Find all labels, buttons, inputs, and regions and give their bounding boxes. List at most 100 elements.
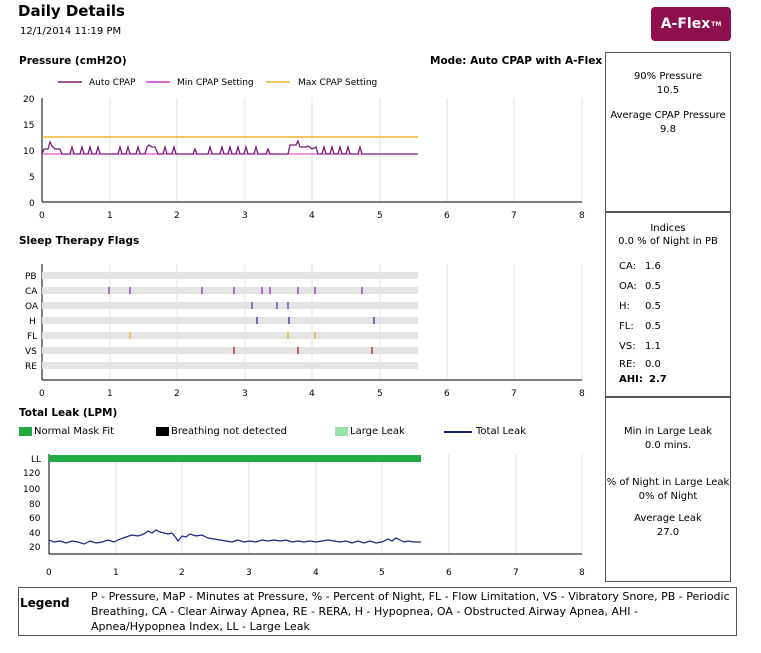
- p90-value: 10.5: [656, 85, 680, 96]
- leak-y-tick: 120: [23, 469, 40, 479]
- index-label: OA:: [619, 281, 637, 292]
- index-row-h: H: 0.5: [619, 301, 730, 321]
- avg-leak-label: Average Leak: [634, 513, 702, 524]
- leak-x-tick: 3: [246, 568, 252, 578]
- leak-x-tick: 4: [313, 568, 319, 578]
- total-leak-swatch: [444, 430, 472, 433]
- h-events: [256, 317, 375, 324]
- pb-percent: 0.0 % of Night in PB: [618, 236, 718, 247]
- auto-cpap-trace: [41, 139, 418, 155]
- pressure-y-tick: 5: [29, 173, 35, 183]
- indices-panel: Indices 0.0 % of Night in PB CA: 1.6 OA: 0…: [605, 212, 731, 397]
- flags-x-tick: 2: [174, 389, 180, 399]
- logo-tm: TM: [711, 20, 722, 28]
- legend-breathing-not-detected: Breathing not detected: [156, 426, 287, 437]
- pct-large-leak-value: 0% of Night: [638, 491, 698, 502]
- legend-title: Legend: [20, 596, 70, 610]
- p90-label: 90% Pressure: [633, 71, 703, 82]
- indices-label: Indices: [650, 223, 686, 234]
- logo-text: A-Flex: [660, 16, 711, 32]
- legend-total-leak: Total Leak: [444, 426, 526, 437]
- legend-max-label: Max CPAP Setting: [298, 78, 377, 88]
- pressure-x-tick: 5: [377, 211, 383, 221]
- flag-row-label: CA: [25, 287, 38, 297]
- pressure-x-tick: 8: [579, 211, 585, 221]
- session-datetime: 12/1/2014 11:19 PM: [20, 26, 122, 37]
- mode-label: Mode: Auto CPAP with A-Flex: [430, 55, 603, 67]
- flags-x-tick: 3: [242, 389, 248, 399]
- index-label: RE:: [619, 359, 636, 370]
- page-title: Daily Details: [18, 2, 125, 20]
- leak-gridlines: [115, 454, 583, 554]
- index-label: VS:: [619, 341, 636, 352]
- flag-row-label: FL: [27, 332, 37, 342]
- index-value: 0.0: [645, 359, 661, 370]
- large-leak-label: Large Leak: [350, 426, 405, 437]
- index-row-oa: OA: 0.5: [619, 281, 730, 301]
- index-row-fl: FL: 0.5: [619, 321, 730, 341]
- leak-y-tick: 40: [29, 529, 41, 539]
- flags-x-tick: 7: [511, 389, 517, 399]
- pressure-y-tick: 0: [29, 199, 35, 209]
- index-value: 0.5: [645, 281, 661, 292]
- pressure-x-tick: 3: [242, 211, 248, 221]
- leak-x-tick: 1: [113, 568, 119, 578]
- leak-y-tick: 20: [29, 543, 41, 553]
- pressure-y-tick: 10: [23, 147, 35, 157]
- legend-auto-label: Auto CPAP: [89, 78, 136, 88]
- vs-events: [233, 347, 373, 354]
- pressure-x-tick: 0: [39, 211, 45, 221]
- flags-x-tick: 1: [107, 389, 113, 399]
- pressure-chart: Auto CPAP Min CPAP Setting Max CPAP Sett…: [23, 78, 585, 221]
- flags-x-tick: 6: [444, 389, 450, 399]
- leak-x-tick: 5: [379, 568, 385, 578]
- pct-large-leak-label: % of Night in Large Leak: [606, 477, 730, 488]
- avg-leak-value: 27.0: [656, 527, 680, 538]
- leak-x-tick: 0: [46, 568, 52, 578]
- leak-stats-panel: Min in Large Leak 0.0 mins. % of Night i…: [605, 397, 731, 582]
- large-leak-minutes-label: Min in Large Leak: [624, 426, 712, 437]
- leak-y-tick: 100: [23, 485, 40, 495]
- flags-chart: PB CA OA H FL VS RE 0 1 2 3 4 5 6 7 8: [25, 264, 585, 399]
- flags-x-tick: 4: [309, 389, 315, 399]
- avg-pressure-value: 9.8: [660, 124, 676, 135]
- legend-normal-mask-fit: Normal Mask Fit: [19, 426, 114, 437]
- ca-events: [108, 287, 363, 294]
- leak-y-tick: LL: [31, 455, 41, 465]
- legend-box: [18, 587, 737, 636]
- pressure-x-tick: 7: [511, 211, 517, 221]
- indices-list: CA: 1.6 OA: 0.5 H: 0.5 FL: 0.5 VS: 1.1 RE: 0.0…: [606, 261, 730, 385]
- normal-fit-label: Normal Mask Fit: [34, 426, 115, 437]
- pressure-title: Pressure (cmH2O): [19, 55, 127, 67]
- leak-x-tick: 8: [579, 568, 585, 578]
- leak-x-tick: 6: [446, 568, 452, 578]
- index-label: FL:: [619, 321, 634, 332]
- pressure-x-tick: 1: [107, 211, 113, 221]
- legend-large-leak: Large Leak: [335, 426, 405, 437]
- legend-min-label: Min CPAP Setting: [177, 78, 254, 88]
- leak-x-tick: 2: [179, 568, 185, 578]
- pressure-x-tick: 2: [174, 211, 180, 221]
- index-value: 0.5: [645, 321, 661, 332]
- flag-bands: [42, 272, 418, 369]
- leak-x-tick: 7: [513, 568, 519, 578]
- flags-title: Sleep Therapy Flags: [19, 235, 140, 247]
- pressure-x-tick: 6: [444, 211, 450, 221]
- avg-pressure-label: Average CPAP Pressure: [610, 110, 726, 121]
- flag-row-label: VS: [25, 347, 37, 357]
- index-label: CA:: [619, 261, 637, 272]
- index-row-ca: CA: 1.6: [619, 261, 730, 281]
- ahi-value: 2.7: [649, 374, 667, 385]
- breathing-label: Breathing not detected: [171, 426, 287, 437]
- oa-events: [251, 302, 289, 309]
- total-leak-label: Total Leak: [476, 426, 526, 437]
- flags-x-tick: 8: [579, 389, 585, 399]
- leak-chart: LL 120 100 80 60 40 20 0 1 2 3 4 5 6 7 8: [23, 454, 585, 578]
- flag-row-label: PB: [25, 272, 37, 282]
- pressure-x-tick: 4: [309, 211, 315, 221]
- leak-title: Total Leak (LPM): [19, 407, 118, 419]
- pressure-y-tick: 15: [23, 121, 34, 131]
- index-value: 1.6: [645, 261, 661, 272]
- normal-fit-swatch: [19, 427, 32, 436]
- ahi-label: AHI:: [619, 374, 643, 385]
